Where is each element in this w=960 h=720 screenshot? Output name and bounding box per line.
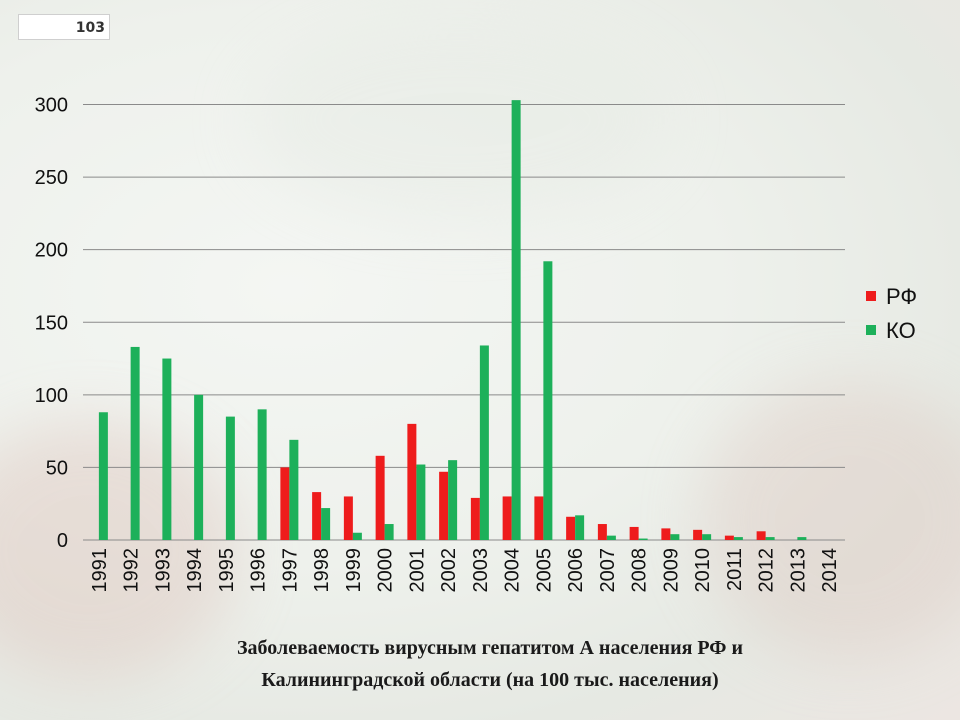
bar-ko-2012 bbox=[765, 537, 775, 540]
legend: РФ КО bbox=[866, 284, 917, 343]
x-tick-label: 1994 bbox=[184, 548, 206, 593]
x-tick-label: 1991 bbox=[89, 548, 111, 593]
bar-rf-2010 bbox=[693, 529, 703, 540]
legend-swatch-rf bbox=[866, 291, 876, 301]
bar-rf-1999 bbox=[343, 496, 353, 540]
x-tick-label: 1997 bbox=[279, 548, 301, 593]
x-tick-label: 2012 bbox=[756, 548, 778, 593]
gridlines bbox=[83, 104, 845, 541]
bar-rf-2009 bbox=[661, 528, 671, 540]
bar-ko-2001 bbox=[416, 464, 426, 540]
y-tick-label: 100 bbox=[35, 385, 68, 407]
bar-ko-1991 bbox=[98, 412, 108, 540]
legend-label-ko: КО bbox=[886, 318, 916, 343]
bar-rf-2008 bbox=[629, 526, 639, 540]
bar-ko-2005 bbox=[543, 261, 553, 540]
chart-caption: Заболеваемость вирусным гепатитом А насе… bbox=[100, 632, 880, 696]
bars bbox=[98, 100, 807, 541]
bar-ko-1995 bbox=[225, 416, 235, 540]
x-tick-label: 2011 bbox=[724, 548, 746, 591]
bar-rf-1998 bbox=[312, 492, 322, 540]
x-axis-ticks: 1991 1992 1993 1994 1995 1996 1997 1998 1999 2000… bbox=[89, 548, 841, 593]
bar-ko-1993 bbox=[162, 358, 172, 540]
bar-rf-2005 bbox=[534, 496, 544, 540]
bar-ko-2010 bbox=[702, 534, 712, 540]
x-tick-label: 2005 bbox=[533, 548, 555, 593]
bar-ko-2002 bbox=[448, 460, 458, 540]
x-tick-label: 2003 bbox=[470, 548, 492, 593]
y-tick-label: 50 bbox=[46, 457, 68, 479]
x-tick-label: 1995 bbox=[216, 548, 238, 593]
caption-line-1: Заболеваемость вирусным гепатитом А насе… bbox=[236, 637, 743, 659]
x-tick-label: 2001 bbox=[406, 548, 428, 593]
bar-ko-2004 bbox=[511, 100, 521, 541]
x-tick-label: 2008 bbox=[629, 548, 651, 593]
x-tick-label: 2010 bbox=[692, 548, 714, 593]
bar-ko-2007 bbox=[606, 535, 616, 540]
x-tick-label: 1992 bbox=[121, 548, 143, 593]
bar-ko-1994 bbox=[194, 394, 204, 540]
bar-ko-2000 bbox=[384, 524, 394, 540]
y-axis-ticks: 0 50 100 150 200 250 300 bbox=[35, 95, 68, 553]
bar-ko-2008 bbox=[638, 538, 648, 540]
x-tick-label: 2006 bbox=[565, 548, 587, 593]
bar-rf-2007 bbox=[597, 524, 607, 540]
bar-rf-2000 bbox=[375, 455, 385, 540]
bar-ko-1999 bbox=[352, 532, 362, 540]
bar-ko-2011 bbox=[733, 537, 743, 540]
bar-rf-2012 bbox=[756, 531, 766, 540]
x-tick-label: 2004 bbox=[502, 548, 524, 593]
bar-rf-2001 bbox=[407, 423, 417, 540]
bar-rf-2004 bbox=[502, 496, 512, 540]
caption-line-2: Калининградской области (на 100 тыс. нас… bbox=[261, 669, 719, 691]
x-tick-label: 1999 bbox=[343, 548, 365, 593]
bar-ko-2003 bbox=[479, 345, 489, 540]
y-tick-label: 0 bbox=[57, 530, 68, 552]
bar-ko-1998 bbox=[321, 508, 331, 540]
y-tick-label: 250 bbox=[35, 167, 68, 189]
x-tick-label: 2007 bbox=[597, 548, 619, 593]
y-tick-label: 300 bbox=[35, 95, 68, 117]
x-tick-label: 1998 bbox=[311, 548, 333, 593]
bar-rf-2002 bbox=[439, 471, 449, 540]
x-tick-label: 2000 bbox=[375, 548, 397, 593]
bar-ko-1992 bbox=[130, 346, 140, 540]
x-tick-label: 2014 bbox=[819, 548, 841, 593]
x-tick-label: 1996 bbox=[248, 548, 270, 593]
x-tick-label: 2002 bbox=[438, 548, 460, 593]
bar-rf-2011 bbox=[724, 535, 734, 540]
legend-label-rf: РФ bbox=[886, 284, 917, 309]
bar-rf-2006 bbox=[566, 516, 576, 540]
page-number-badge: 103 bbox=[18, 14, 110, 40]
x-tick-label: 1993 bbox=[152, 548, 174, 593]
bar-rf-1997 bbox=[280, 467, 290, 540]
x-tick-label: 2009 bbox=[660, 548, 682, 593]
bar-ko-2009 bbox=[670, 534, 680, 540]
bar-ko-2006 bbox=[575, 515, 585, 540]
bar-ko-1996 bbox=[257, 409, 267, 540]
x-tick-label: 2013 bbox=[787, 548, 809, 593]
bar-ko-2013 bbox=[797, 537, 807, 540]
y-tick-label: 200 bbox=[35, 240, 68, 262]
bar-ko-1997 bbox=[289, 439, 299, 540]
legend-swatch-ko bbox=[866, 325, 876, 335]
y-tick-label: 150 bbox=[35, 312, 68, 334]
bar-rf-2003 bbox=[470, 497, 480, 540]
